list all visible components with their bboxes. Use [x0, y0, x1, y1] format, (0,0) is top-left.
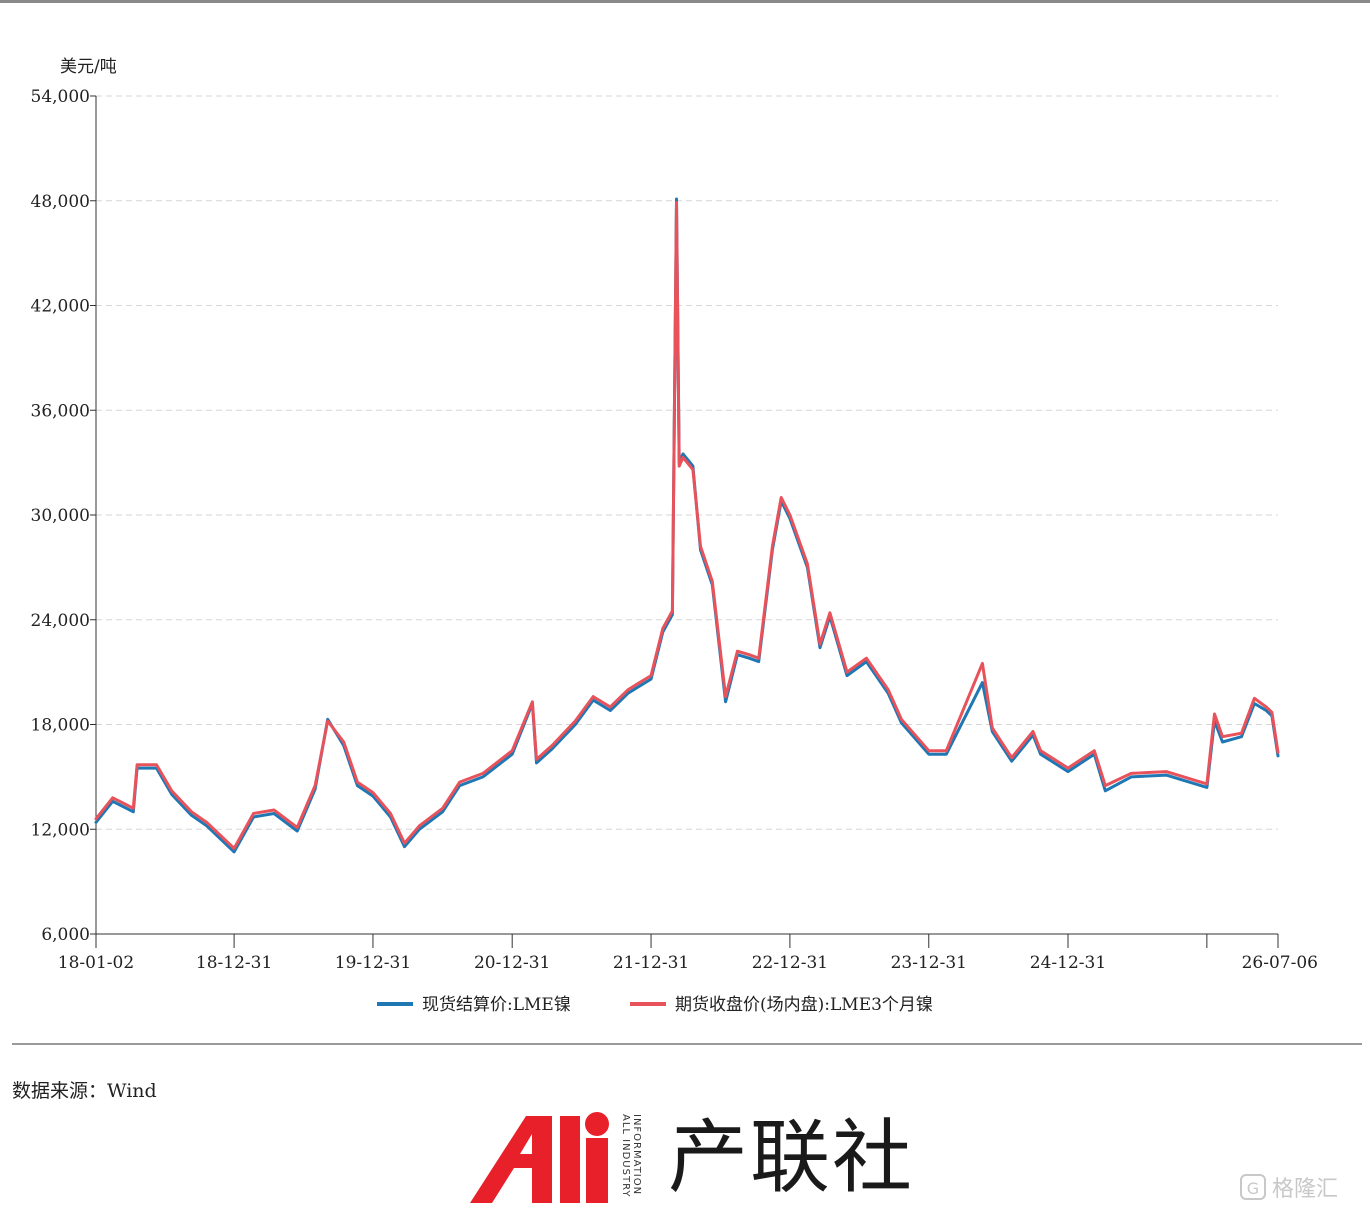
watermark-text: 格隆汇 — [1272, 1177, 1339, 1202]
x-tick-label: 21-12-31 — [613, 953, 689, 973]
y-tick-label: 18,000 — [31, 716, 90, 736]
y-tick-label: 42,000 — [31, 297, 90, 317]
top-rule — [0, 0, 1370, 3]
x-tick-label: 26-07-06 — [1242, 953, 1318, 973]
x-tick-label: 18-12-31 — [196, 953, 272, 973]
x-tick-label: 22-12-31 — [752, 953, 828, 973]
legend-label-spot: 现货结算价:LME镍 — [422, 995, 571, 1015]
x-tick-label: 19-12-31 — [335, 953, 411, 973]
ai-logo-icon — [470, 1112, 609, 1203]
x-tick-label: 18-01-02 — [58, 953, 134, 973]
bottom-rule — [12, 1043, 1362, 1045]
nickel-price-chart: 美元/吨 54,000 48,000 42,000 36,000 30,000 24,00… — [31, 57, 1318, 1015]
logo-tagline: ALL INDUSTRY INFORMATION — [620, 1114, 642, 1208]
g-badge-icon: G — [1240, 1174, 1266, 1200]
logo-tagline-line2: INFORMATION — [631, 1114, 642, 1196]
legend: 现货结算价:LME镍 期货收盘价(场内盘):LME3个月镍 — [377, 995, 933, 1015]
y-tick-label: 30,000 — [31, 506, 90, 526]
logo-brand-name: 产联社 — [668, 1111, 914, 1204]
y-axis: 54,000 48,000 42,000 36,000 30,000 24,000 18,0… — [31, 87, 97, 945]
series-line-spot — [94, 197, 1280, 854]
y-unit-label: 美元/吨 — [60, 57, 117, 77]
legend-label-futures: 期货收盘价(场内盘):LME3个月镍 — [675, 995, 933, 1015]
gridlines — [96, 95, 1278, 830]
y-tick-label: 36,000 — [31, 401, 90, 421]
x-tick-label: 24-12-31 — [1030, 953, 1106, 973]
y-tick-label: 6,000 — [41, 925, 90, 945]
y-tick-label: 12,000 — [31, 820, 90, 840]
series-line-futures — [94, 201, 1280, 850]
y-tick-label: 54,000 — [31, 87, 90, 107]
x-axis: 18-01-02 18-12-31 19-12-31 20-12-31 21-12-31… — [58, 933, 1318, 973]
x-tick-label: 23-12-31 — [891, 953, 967, 973]
logo: ALL INDUSTRY INFORMATION 产联社 — [470, 1108, 920, 1208]
data-source-note: 数据来源：Wind — [12, 1080, 157, 1102]
y-tick-label: 48,000 — [31, 192, 90, 212]
watermark: G 格隆汇 — [1240, 1170, 1365, 1206]
logo-tagline-line1: ALL INDUSTRY — [620, 1114, 631, 1198]
x-tick-label: 20-12-31 — [474, 953, 550, 973]
y-tick-label: 24,000 — [31, 611, 90, 631]
series-layer — [94, 197, 1280, 854]
